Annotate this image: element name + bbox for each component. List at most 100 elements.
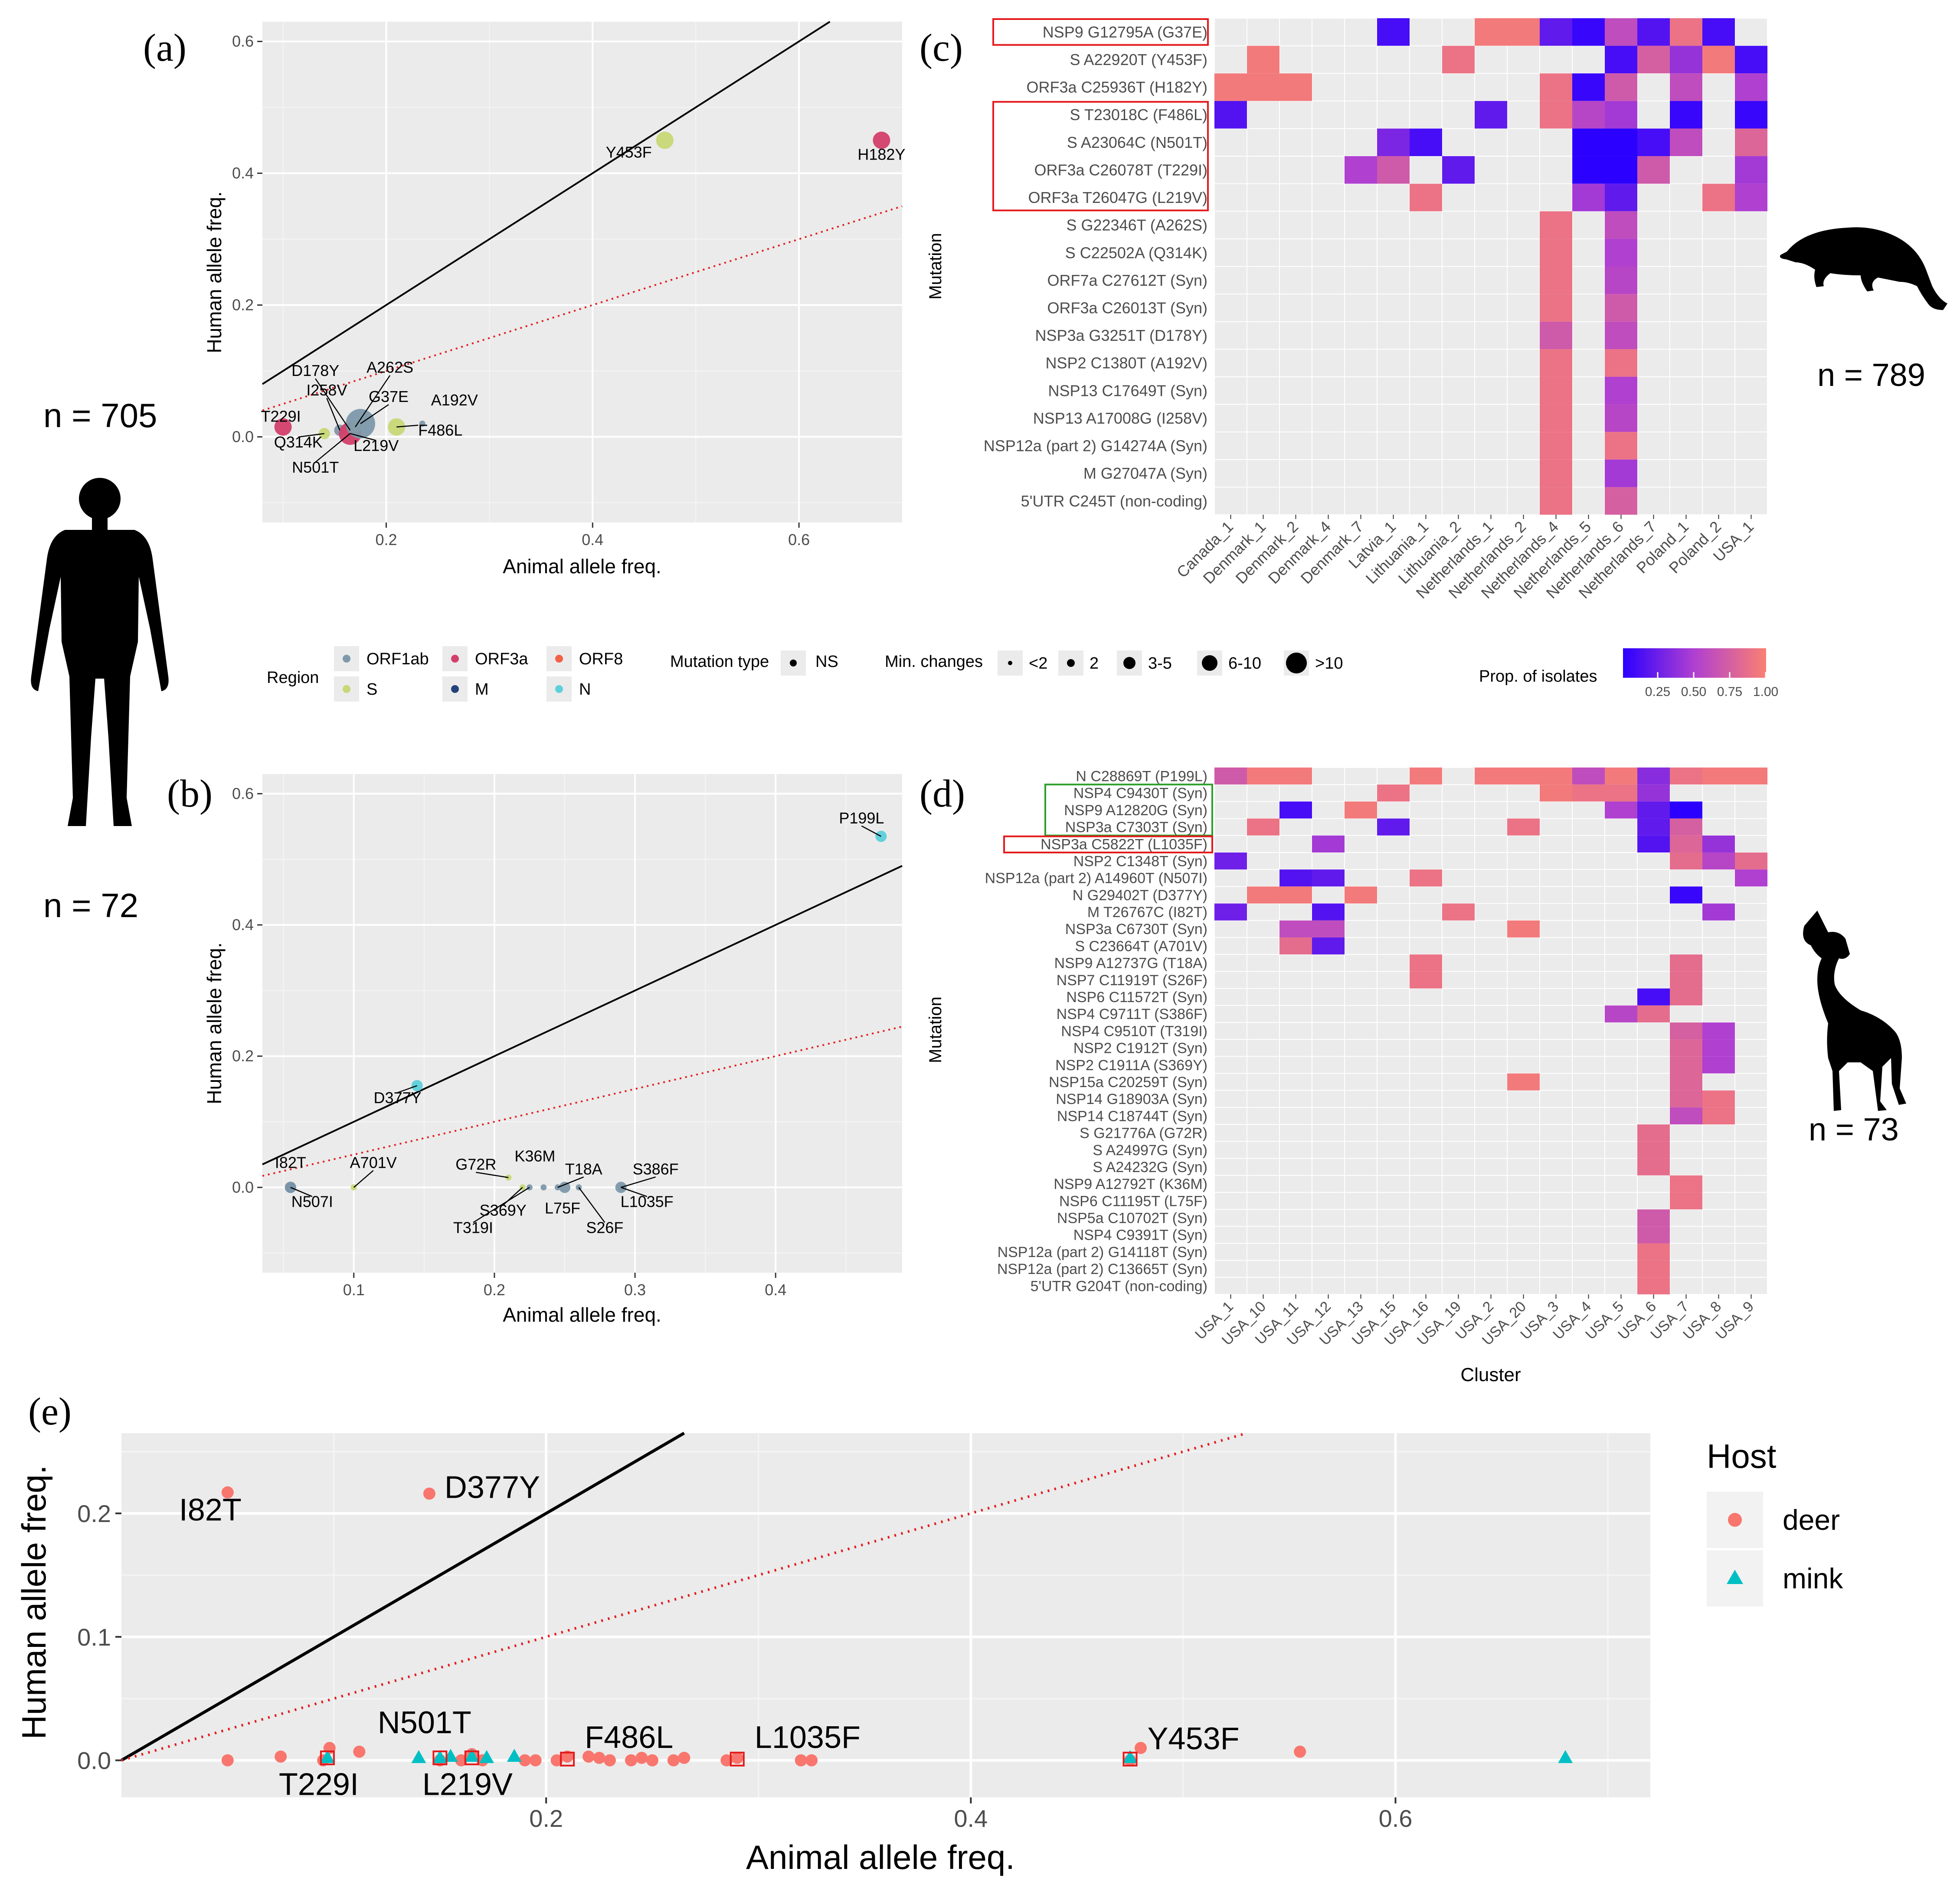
panel-a-scatter: (a) Y453F H182YT229IQ314KI258VD178YN501TL… (143, 21, 905, 578)
a-point-label: D178Y (291, 362, 339, 379)
d-row-label: NSP6 C11195T (L75F) (1059, 1193, 1207, 1209)
d-cell-usa_11-row2 (1279, 801, 1312, 819)
a-label-leader (315, 433, 351, 463)
d-cell-usa_7-row5 (1670, 852, 1702, 870)
legend-size-label: 2 (1090, 654, 1099, 673)
e-point-deer (731, 1751, 743, 1764)
panel-d-heatmap: (d) N C28869T (P199L)NSP4 C9430T (Syn)NS… (919, 767, 1899, 1385)
panel-b-ticks: 0.1 0.2 0.3 0.4 0.0 0.2 0.4 0.6 (232, 784, 786, 1299)
a-ytick-label: 0.4 (232, 164, 254, 182)
e-point-highlight-box (560, 1751, 575, 1767)
c-row-label: ORF3a C26013T (Syn) (1047, 299, 1208, 317)
legend-region-label: S (366, 680, 377, 699)
legend-size-dot (1286, 653, 1307, 673)
c-cell-poland_1-row2 (1670, 73, 1702, 101)
c-cell-netherlands_6-row8 (1605, 238, 1637, 267)
d-row-label: S A24997G (Syn) (1093, 1142, 1207, 1159)
c-cell-lithuania_1-row6 (1410, 183, 1442, 212)
d-cell-usa_9-row0 (1735, 768, 1767, 785)
d-cell-usa_8-row8 (1702, 903, 1735, 921)
c-cell-denmark_2-row2 (1279, 73, 1312, 101)
a-point-h182y (873, 131, 890, 149)
d-cell-usa_7-row11 (1670, 954, 1702, 972)
c-cell-netherlands_5-row6 (1572, 183, 1605, 212)
e-legend-deer-marker (1728, 1513, 1742, 1527)
e-point-highlight-box (320, 1750, 335, 1765)
legend-mutation-type-ns: NS (815, 653, 838, 671)
e-point-deer (795, 1754, 807, 1767)
d-cell-usa_11-row9 (1279, 920, 1312, 937)
d-cell-usa_4-row0 (1572, 768, 1605, 785)
d-row-label: NSP2 C1911A (S369Y) (1055, 1057, 1207, 1074)
legend-region-label: M (475, 680, 489, 699)
d-cell-usa_6-row23 (1637, 1158, 1670, 1176)
c-row-label: ORF3a C26078T (T229I) (1034, 161, 1207, 179)
e-point-deer (720, 1754, 733, 1767)
a-xtick-label: 0.6 (788, 531, 810, 549)
e-legend-label: deer (1783, 1504, 1840, 1536)
e-point-mink (464, 1749, 479, 1762)
b-point-label: A701V (350, 1153, 397, 1171)
d-cell-usa_8-row15 (1702, 1022, 1735, 1040)
d-cell-usa_12-row4 (1312, 835, 1345, 853)
d-cell-usa_11-row10 (1279, 937, 1312, 955)
c-cell-netherlands_5-row0 (1572, 18, 1605, 46)
e-point-highlight-box (730, 1751, 745, 1767)
d-row-label: NSP3a C5822T (L1035F) (1041, 836, 1207, 853)
d-row-label: NSP9 A12792T (K36M) (1054, 1176, 1207, 1192)
c-cell-netherlands_4-row2 (1540, 73, 1572, 101)
b-xtick-label: 0.4 (765, 1281, 786, 1299)
legend-region-dot-orf8 (555, 655, 563, 663)
b-line-y-equals-x (262, 865, 903, 1166)
c-row-label: 5'UTR C245T (non-coding) (1021, 492, 1207, 510)
c-cell-netherlands_4-row3 (1540, 101, 1572, 129)
legend-mutation-type-dot (790, 660, 797, 666)
c-cell-poland_2-row6 (1702, 183, 1735, 212)
c-cell-netherlands_6-row1 (1605, 46, 1637, 74)
e-point-mink (479, 1750, 494, 1763)
e-point-deer (604, 1754, 616, 1767)
d-row-label: NSP4 C9711T (S386F) (1057, 1006, 1207, 1022)
c-cell-usa_1-row6 (1735, 183, 1767, 212)
legend-region-label: N (579, 680, 591, 699)
a-ytick-label: 0.0 (232, 428, 254, 445)
d-cell-usa_7-row13 (1670, 988, 1702, 1006)
panel-e-plot-bg (121, 1433, 1650, 1797)
c-cell-netherlands_6-row17 (1605, 487, 1637, 515)
d-cell-usa_8-row4 (1702, 835, 1735, 853)
e-annotation-i82t: I82T (179, 1493, 242, 1528)
panel-d-row-labels: N C28869T (P199L)NSP4 C9430T (Syn)NSP9 A… (985, 768, 1207, 1294)
b-point-label: L75F (545, 1199, 580, 1217)
c-row-label: NSP9 G12795A (G37E) (1043, 23, 1207, 41)
d-cell-usa_7-row15 (1670, 1022, 1702, 1040)
e-point-mink (1558, 1750, 1573, 1763)
c-cell-denmark_1-row2 (1247, 73, 1279, 101)
d-cell-usa_2-row0 (1475, 768, 1507, 785)
d-cell-usa_16-row12 (1410, 971, 1442, 989)
d-row-label: NSP12a (part 2) A14960T (N507I) (985, 870, 1207, 887)
a-point-label: A262S (366, 359, 413, 376)
panel-e-scatter: (e) 0.2 0.4 0.6 0.0 0.1 0.2 I82T D377Y N501T T22… (15, 1390, 1843, 1876)
legend-prop-tick-label: 0.25 (1645, 685, 1670, 699)
panel-c-label: (c) (919, 26, 963, 69)
e-point-deer (582, 1751, 595, 1763)
b-point-l75f (559, 1182, 570, 1193)
legend-min-changes-title: Min. changes (885, 653, 983, 671)
c-cell-denmark_1-row1 (1247, 46, 1279, 74)
b-point-label: K36M (514, 1147, 555, 1165)
panel-e-points (221, 1486, 1573, 1767)
b-line-half-slope (262, 1026, 903, 1177)
a-line-y-equals-x (262, 21, 831, 385)
panel-e-ref-lines (121, 1431, 1247, 1762)
d-cell-usa_12-row6 (1312, 869, 1345, 887)
c-cell-latvia_1-row5 (1377, 156, 1410, 184)
d-cell-usa_3-row0 (1540, 768, 1572, 785)
d-row-label: N G29402T (D377Y) (1073, 887, 1207, 904)
c-cell-netherlands_6-row16 (1605, 459, 1637, 487)
a-point-label: G37E (369, 388, 409, 405)
c-cell-canada_1-row3 (1214, 101, 1247, 129)
e-line-half-slope (121, 1432, 1247, 1762)
panel-c-highlight-boxes (992, 18, 1209, 212)
